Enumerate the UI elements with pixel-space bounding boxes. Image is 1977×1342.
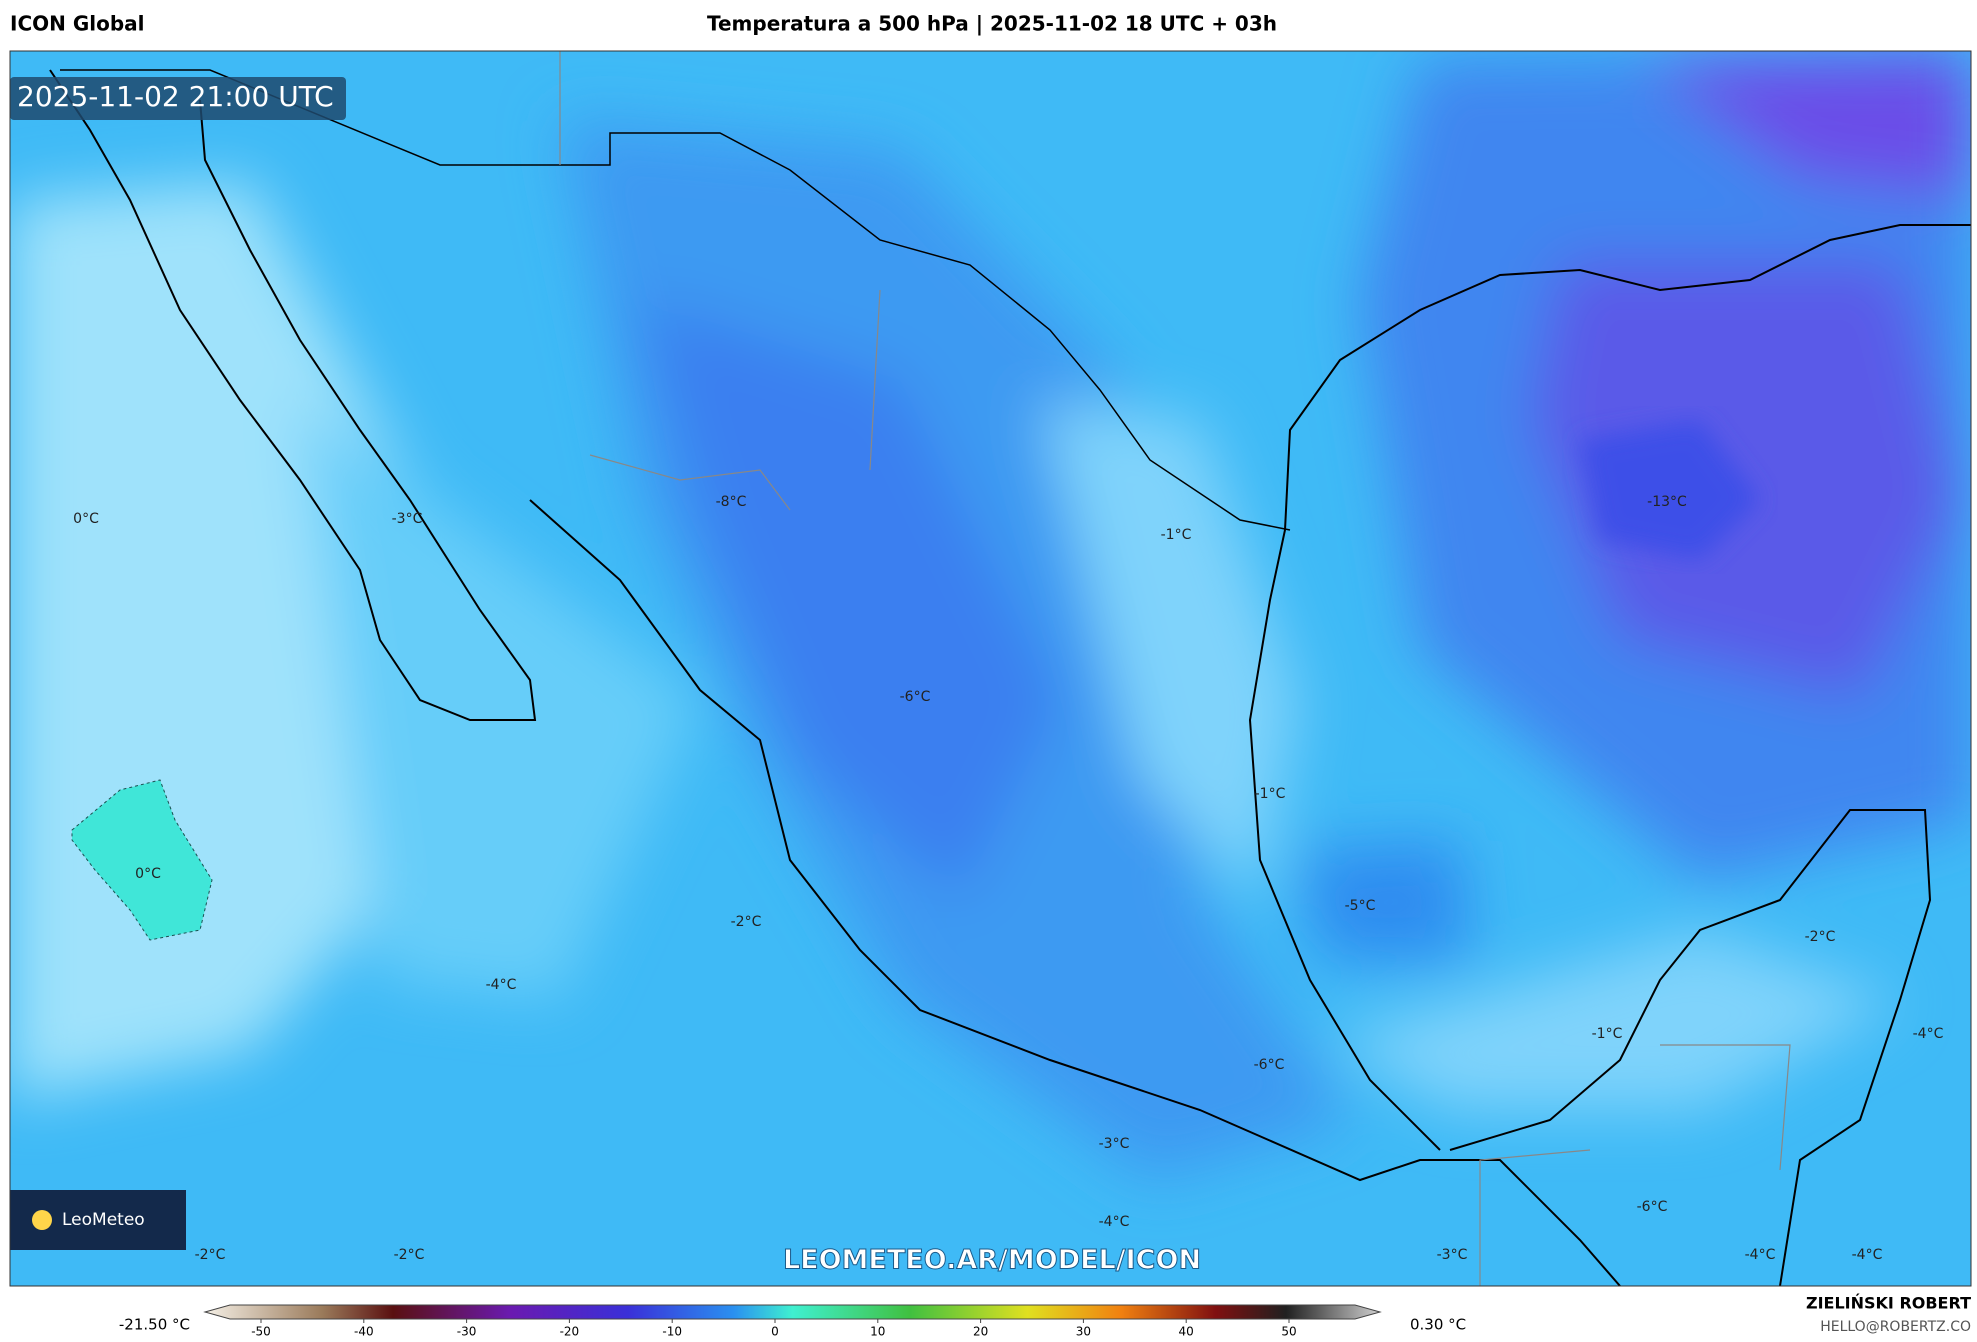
temperature-label: 0°C [73, 511, 99, 527]
colorbar-min: -21.50 °C [119, 1316, 190, 1334]
coastline [1248, 224, 1971, 1151]
colorbar-tick-label: 30 [1076, 1325, 1091, 1339]
temperature-label: -1°C [1255, 786, 1286, 802]
temperature-label: 0°C [135, 866, 161, 882]
temperature-label: -2°C [394, 1247, 425, 1263]
colorbar-tick-label: -20 [560, 1325, 580, 1339]
temperature-label: -4°C [1099, 1214, 1130, 1230]
map-labels: 0°C -3°C -8°C -1°C -13°C -6°C -1°C 0°C -2°C -5°C -… [73, 494, 1943, 1263]
colorbar-tick-label: 40 [1179, 1325, 1194, 1339]
temperature-label: -2°C [731, 914, 762, 930]
colorbar [203, 1304, 1382, 1320]
temperature-label: -8°C [716, 494, 747, 510]
temperature-label: -4°C [1852, 1247, 1883, 1263]
temperature-label: -2°C [1805, 929, 1836, 945]
border [60, 69, 1291, 531]
coastline [1449, 809, 1932, 1286]
coastline [49, 69, 537, 721]
colorbar-ticks: -50 -40 -30 -20 -10 0 10 20 30 40 50 [251, 1319, 1297, 1339]
temperature-label: -1°C [1592, 1026, 1623, 1042]
colorbar-tick-label: -30 [457, 1325, 477, 1339]
temperature-label: -4°C [1913, 1026, 1944, 1042]
border [559, 51, 1791, 1286]
colorbar-tick-label: 0 [771, 1325, 779, 1339]
valid-time: 2025-11-02 21:00 UTC [17, 80, 334, 113]
logo-sun [32, 1210, 52, 1230]
logo-text: LeoMeteo [62, 1210, 145, 1230]
map-area: 2025-11-02 21:00 UTC LeoMeteo LEOMETEO.A… [10, 51, 1971, 1286]
watermark: LEOMETEO.AR/MODEL/ICON [783, 1245, 1201, 1276]
colorbar-tick-label: 20 [973, 1325, 988, 1339]
temperature-label: -4°C [1745, 1247, 1776, 1263]
colorbar-tick-label: -50 [251, 1325, 271, 1339]
map-title: Temperatura a 500 hPa | 2025-11-02 18 UT… [707, 12, 1277, 36]
colorbar-tick-label: -10 [662, 1325, 682, 1339]
colorbar-max: 0.30 °C [1410, 1316, 1466, 1334]
temperature-label: -4°C [486, 977, 517, 993]
temperature-label: -2°C [195, 1247, 226, 1263]
coastline [529, 499, 1621, 1286]
model-name: ICON Global [10, 12, 145, 36]
temperature-label: -3°C [1437, 1247, 1468, 1263]
temperature-label: -3°C [1099, 1136, 1130, 1152]
warm-pocket [71, 779, 213, 941]
contact: HELLO@ROBERTZ.CO [1820, 1319, 1971, 1335]
timestamp-box [10, 77, 346, 120]
temperature-label: -6°C [900, 689, 931, 705]
map-frame [9, 50, 1972, 1287]
temperature-label: -6°C [1637, 1199, 1668, 1215]
colorbar-tick-label: 50 [1281, 1325, 1296, 1339]
temperature-label: -5°C [1345, 898, 1376, 914]
colorbar-tick-label: 10 [870, 1325, 885, 1339]
colorbar-tick-label: -40 [354, 1325, 374, 1339]
author: ZIELIŃSKI ROBERT [1806, 1294, 1971, 1313]
temperature-label: -3°C [392, 511, 423, 527]
temperature-label: -1°C [1161, 527, 1192, 543]
temperature-label: -6°C [1254, 1057, 1285, 1073]
cold-core [1580, 420, 1760, 560]
temperature-label: -13°C [1647, 494, 1687, 510]
